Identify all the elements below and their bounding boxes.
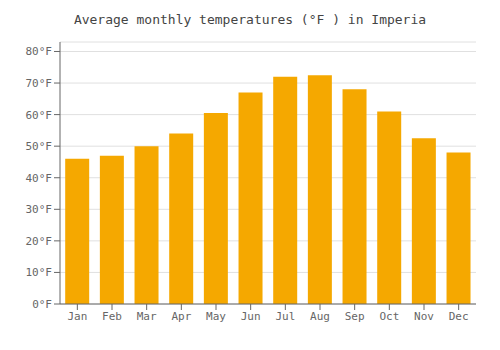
svg-text:50°F: 50°F — [26, 140, 53, 153]
svg-text:Oct: Oct — [379, 310, 399, 323]
svg-text:60°F: 60°F — [26, 109, 53, 122]
svg-text:May: May — [206, 310, 226, 323]
svg-text:Jun: Jun — [241, 310, 261, 323]
svg-text:Apr: Apr — [171, 310, 191, 323]
svg-text:Jul: Jul — [275, 310, 295, 323]
svg-text:Jan: Jan — [67, 310, 87, 323]
svg-text:40°F: 40°F — [26, 172, 53, 185]
svg-text:30°F: 30°F — [26, 203, 53, 216]
svg-text:Aug: Aug — [310, 310, 330, 323]
svg-text:80°F: 80°F — [26, 45, 53, 58]
svg-text:70°F: 70°F — [26, 77, 53, 90]
svg-text:Dec: Dec — [449, 310, 469, 323]
html-text:Average monthly temperatures (: Average monthly temperatures (°F ) in Im… — [73, 12, 427, 27]
svg-text:0°F: 0°F — [32, 298, 52, 311]
svg-text:Sep: Sep — [345, 310, 365, 323]
svg-text:Feb: Feb — [102, 310, 122, 323]
svg-text:20°F: 20°F — [26, 235, 53, 248]
svg-text:Mar: Mar — [137, 310, 157, 323]
svg-text:Nov: Nov — [414, 310, 434, 323]
svg-text:10°F: 10°F — [26, 266, 53, 279]
